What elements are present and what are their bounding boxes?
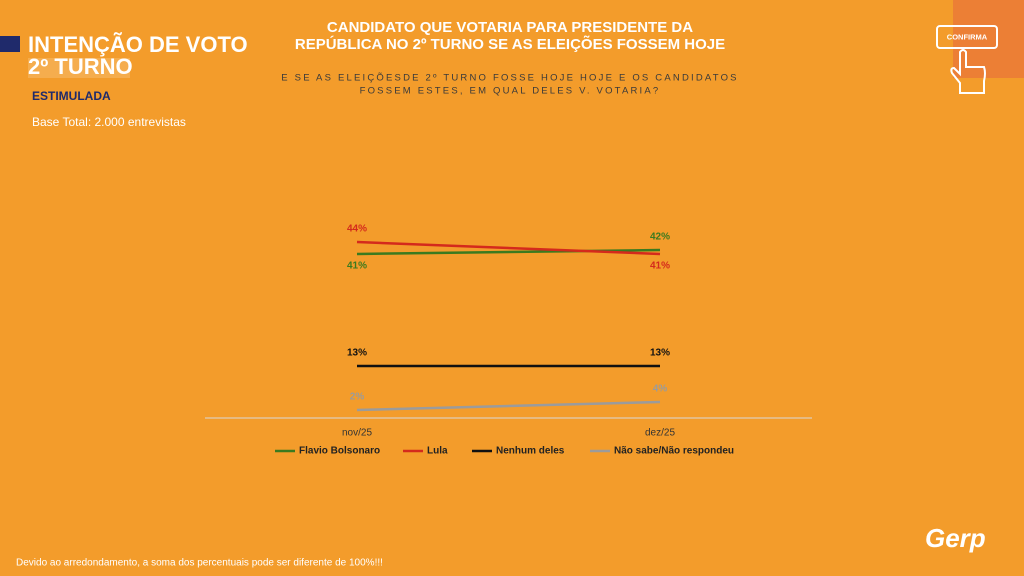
x-tick-label: dez/25 [645, 428, 675, 439]
value-label: 41% [347, 261, 367, 272]
value-label: 42% [650, 232, 670, 243]
value-label: 4% [653, 384, 668, 395]
highlight [28, 58, 130, 78]
series-line [356, 400, 661, 412]
header-title: 2º TURNO [28, 54, 133, 79]
icon-hand [950, 49, 986, 94]
legend-label: Nenhum deles [496, 446, 565, 457]
value-label: 44% [347, 224, 367, 235]
header-tag: ESTIMULADA [32, 89, 111, 103]
confirm-icon: CONFIRMA [936, 25, 998, 94]
legend-label: Lula [427, 446, 448, 457]
header-title: INTENÇÃO DE VOTO [28, 32, 248, 57]
legend-label: Flavio Bolsonaro [299, 446, 380, 457]
value-label: 41% [650, 261, 670, 272]
legend-label: Não sabe/Não respondeu [614, 446, 734, 457]
value-label: 13% [347, 348, 367, 359]
series-line [356, 240, 661, 256]
header-base: Base Total: 2.000 entrevistas [32, 115, 186, 129]
corner-block [953, 0, 1024, 78]
footnote: Devido ao arredondamento, a soma dos per… [16, 558, 383, 569]
chart-subtitle: FOSSEM ESTES, EM QUAL DELES V. VOTARIA? [360, 86, 661, 97]
value-label: 13% [650, 348, 670, 359]
chart-subtitle: E SE AS ELEIÇÕESDE 2º TURNO FOSSE HOJE H… [281, 73, 738, 84]
icon-label: CONFIRMA [947, 32, 988, 41]
chart-title: REPÚBLICA NO 2º TURNO SE AS ELEIÇÕES FOS… [295, 35, 725, 53]
accent-bar [0, 36, 20, 52]
x-tick-label: nov/25 [342, 428, 372, 439]
value-label: 2% [350, 392, 365, 403]
plot: nov/25 dez/25 41% 42% 44% 41% 13% 13% 2% 4% Flavio… [275, 224, 734, 457]
icon-box [936, 25, 998, 49]
series-line [356, 248, 661, 256]
chart-title: CANDIDATO QUE VOTARIA PARA PRESIDENTE DA [327, 19, 693, 36]
logo: Gerp [925, 523, 986, 553]
